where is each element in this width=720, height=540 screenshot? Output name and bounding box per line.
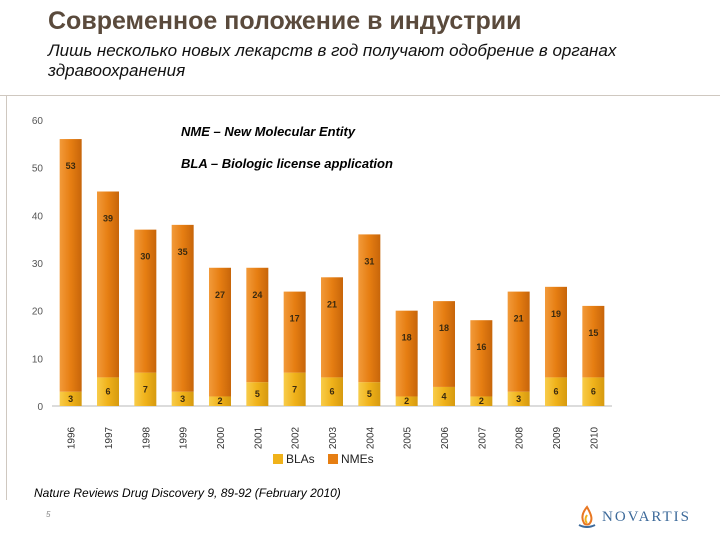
legend-swatch-blas: [273, 454, 283, 464]
data-label-nmes-1999: 35: [178, 247, 188, 257]
data-label-blas-2007: 2: [479, 396, 484, 406]
data-label-nmes-2007: 16: [476, 342, 486, 352]
x-tick-label-2005: 2005: [403, 426, 414, 449]
bar-nmes-2006: [433, 301, 455, 387]
data-label-nmes-2005: 18: [402, 333, 412, 343]
data-label-blas-1999: 3: [180, 394, 185, 404]
y-tick-label: 30: [32, 259, 44, 270]
data-label-blas-2006: 4: [441, 391, 446, 401]
bar-blas-2008: [507, 391, 530, 406]
x-tick-label-2000: 2000: [216, 426, 227, 449]
data-label-blas-2000: 2: [217, 396, 222, 406]
data-label-nmes-2008: 21: [514, 314, 524, 324]
data-label-blas-1996: 3: [68, 394, 73, 404]
x-tick-label-2010: 2010: [589, 426, 600, 449]
y-tick-label: 50: [32, 164, 44, 175]
data-label-blas-2001: 5: [255, 389, 260, 399]
chart-legend: BLAs NMEs: [273, 452, 374, 466]
source-citation: Nature Reviews Drug Discovery 9, 89-92 (…: [34, 486, 341, 500]
bar-blas-2007: [470, 396, 493, 406]
bar-nmes-1998: [134, 229, 157, 373]
bar-blas-2006: [433, 386, 455, 406]
data-label-blas-2003: 6: [329, 387, 334, 397]
bar-nmes-1997: [97, 191, 119, 378]
page-subtitle: Лишь несколько новых лекарств в год полу…: [48, 41, 617, 80]
legend-swatch-nmes: [328, 454, 338, 464]
data-label-blas-2010: 6: [591, 387, 596, 397]
legend-label-blas: BLAs: [286, 452, 315, 466]
data-label-blas-2009: 6: [553, 387, 558, 397]
x-tick-label-2006: 2006: [440, 426, 451, 449]
data-label-blas-2004: 5: [367, 389, 372, 399]
header-divider: [0, 95, 720, 96]
x-tick-label-2002: 2002: [291, 426, 302, 449]
x-tick-label-2007: 2007: [477, 426, 488, 449]
data-label-nmes-2009: 19: [551, 309, 561, 319]
left-divider: [6, 95, 7, 500]
bar-blas-1998: [134, 372, 157, 406]
y-tick-label: 10: [32, 354, 44, 365]
bar-blas-1996: [59, 391, 82, 406]
bar-nmes-2003: [321, 277, 343, 378]
bar-nmes-2008: [507, 291, 530, 392]
bar-blas-2001: [246, 382, 269, 406]
x-tick-label-2004: 2004: [365, 426, 376, 449]
bar-nmes-1999: [171, 224, 194, 392]
bar-blas-2004: [358, 382, 381, 406]
data-label-blas-2005: 2: [404, 396, 409, 406]
y-tick-label: 40: [32, 211, 44, 222]
legend-label-nmes: NMEs: [341, 452, 374, 466]
data-label-nmes-2004: 31: [364, 256, 374, 266]
bar-nmes-2002: [283, 291, 306, 373]
note-nme: NME – New Molecular Entity: [181, 124, 356, 139]
data-label-blas-1997: 6: [105, 387, 110, 397]
note-bla: BLA – Biologic license application: [181, 156, 393, 171]
x-tick-label-2008: 2008: [515, 426, 526, 449]
x-tick-label-1998: 1998: [141, 426, 152, 449]
data-label-nmes-2000: 27: [215, 290, 225, 300]
y-tick-label: 60: [32, 116, 44, 127]
data-label-nmes-2006: 18: [439, 323, 449, 333]
x-tick-label-1996: 1996: [67, 426, 78, 449]
bar-blas-2002: [283, 372, 306, 406]
bar-nmes-2001: [246, 267, 269, 383]
brand-name: NOVARTIS: [602, 508, 692, 525]
bar-nmes-2000: [209, 267, 231, 397]
y-tick-label: 0: [37, 402, 43, 413]
data-label-nmes-2001: 24: [252, 290, 262, 300]
novartis-logo: NOVARTIS: [576, 505, 691, 529]
bar-nmes-2010: [582, 305, 605, 378]
bar-nmes-1996: [59, 139, 82, 392]
bar-nmes-2005: [395, 310, 418, 397]
bar-blas-2005: [395, 396, 418, 406]
data-label-blas-1998: 7: [143, 384, 148, 394]
bar-blas-1999: [171, 391, 194, 406]
bar-nmes-2009: [545, 286, 567, 378]
x-tick-label-2009: 2009: [552, 426, 563, 449]
bar-blas-1997: [97, 377, 119, 406]
data-label-nmes-1997: 39: [103, 214, 113, 224]
bar-blas-2000: [209, 396, 231, 406]
data-label-blas-2002: 7: [292, 384, 297, 394]
x-tick-label-1999: 1999: [179, 426, 190, 449]
data-label-nmes-1998: 30: [140, 252, 150, 262]
data-label-nmes-2002: 17: [290, 314, 300, 324]
x-tick-label-1997: 1997: [104, 426, 115, 449]
page-title: Современное положение в индустрии: [48, 7, 522, 35]
bar-blas-2003: [321, 377, 343, 406]
y-tick-label: 20: [32, 307, 44, 318]
novartis-flame-icon: [578, 505, 596, 528]
data-label-nmes-1996: 53: [66, 161, 76, 171]
bar-nmes-2004: [358, 234, 381, 383]
data-label-nmes-2003: 21: [327, 299, 337, 309]
data-label-nmes-2010: 15: [588, 328, 598, 338]
page-number: 5: [46, 510, 51, 519]
x-tick-label-2001: 2001: [253, 426, 264, 449]
x-tick-label-2003: 2003: [328, 426, 339, 449]
data-label-blas-2008: 3: [516, 394, 521, 404]
bar-blas-2009: [545, 377, 567, 406]
bar-blas-2010: [582, 377, 605, 406]
bar-nmes-2007: [470, 320, 493, 397]
